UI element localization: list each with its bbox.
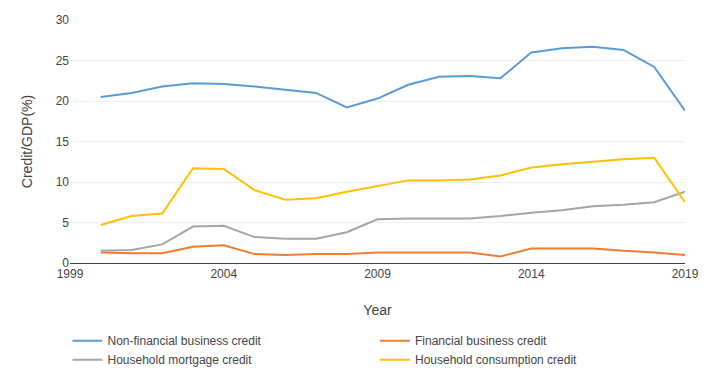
svg-text:25: 25 xyxy=(56,54,70,68)
svg-text:Household consumption credit: Household consumption credit xyxy=(415,353,577,367)
svg-text:0: 0 xyxy=(62,256,69,270)
svg-text:10: 10 xyxy=(56,175,70,189)
svg-text:Household mortgage credit: Household mortgage credit xyxy=(108,353,253,367)
svg-text:20: 20 xyxy=(56,94,70,108)
svg-text:2014: 2014 xyxy=(518,267,545,281)
svg-text:Non-financial business credit: Non-financial business credit xyxy=(108,334,262,348)
svg-text:15: 15 xyxy=(56,135,70,149)
svg-text:Financial business credit: Financial business credit xyxy=(415,334,547,348)
svg-text:Year: Year xyxy=(363,302,392,318)
svg-text:30: 30 xyxy=(56,13,70,27)
svg-text:1999: 1999 xyxy=(57,267,84,281)
svg-text:2004: 2004 xyxy=(210,267,237,281)
svg-text:2009: 2009 xyxy=(364,267,391,281)
svg-text:Credit/GDP(%): Credit/GDP(%) xyxy=(19,95,35,188)
svg-text:5: 5 xyxy=(62,216,69,230)
svg-text:2019: 2019 xyxy=(672,267,699,281)
